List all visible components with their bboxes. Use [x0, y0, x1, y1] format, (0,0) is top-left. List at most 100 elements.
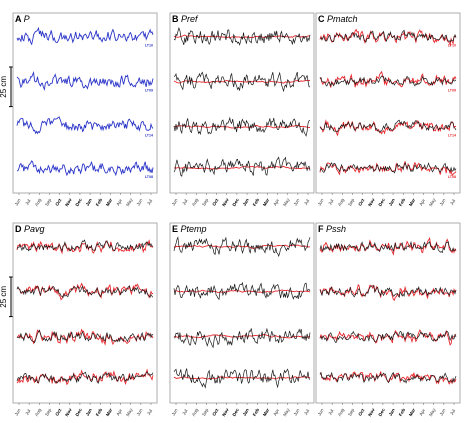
series-line-model	[319, 283, 457, 301]
x-tick-label: Jul	[303, 409, 310, 416]
series-line-reference	[16, 371, 154, 384]
scale-bar-label: 25 cm	[0, 286, 8, 308]
panel-frame	[315, 12, 461, 194]
panel-name: Pssh	[326, 224, 346, 234]
x-tick-label: Sep	[347, 197, 356, 207]
x-tick-label: Sep	[201, 197, 210, 207]
series-line-reference	[16, 239, 154, 253]
series-line-reference	[173, 368, 311, 389]
panel-name: Ptemp	[181, 224, 207, 234]
panel-title: A P	[15, 14, 30, 24]
trace-lt08	[319, 371, 457, 385]
trace-lt09	[173, 71, 311, 93]
x-tick-label: Feb	[252, 197, 260, 207]
series-line-observed	[16, 160, 154, 177]
x-tick-label: Oct	[357, 197, 365, 206]
trace-label: LT10	[145, 43, 153, 47]
x-tick-label: Apr	[272, 408, 280, 417]
trace-label: LT09	[145, 88, 153, 92]
x-tick-label: Feb	[95, 407, 103, 417]
x-tick-label: Aug	[337, 407, 346, 417]
x-tick-label: Apr	[418, 198, 426, 207]
trace-lt14	[173, 327, 311, 349]
x-tick-label: Aug	[191, 407, 200, 417]
trace-lt08: LT08	[319, 161, 457, 179]
x-tick-label: Jan	[242, 197, 250, 206]
panel-letter: B	[172, 14, 181, 24]
panel-frame	[315, 222, 461, 404]
trace-label: LT10	[448, 43, 456, 47]
x-tick-label: Jun	[136, 197, 144, 206]
x-tick-label: Feb	[398, 407, 406, 417]
trace-lt14: LT14	[16, 116, 154, 137]
x-tick-label: Oct	[211, 407, 219, 416]
x-tick-label: Jun	[14, 197, 22, 206]
x-tick-label: Oct	[54, 407, 62, 416]
panel-frame	[169, 12, 315, 194]
x-tick-label: Jun	[317, 407, 325, 416]
x-tick-label: Jul	[327, 199, 334, 206]
x-tick-label: Dec	[231, 197, 240, 207]
panel-name: P	[24, 14, 30, 24]
series-line-reference	[16, 285, 154, 299]
trace-lt10	[173, 27, 311, 46]
x-tick-label: Apr	[115, 198, 123, 207]
series-line-model	[173, 376, 311, 380]
x-tick-label: Jan	[388, 407, 396, 416]
x-tick-label: Jun	[293, 407, 301, 416]
trace-label: LT14	[448, 133, 456, 137]
x-tick-label: Nov	[367, 197, 376, 207]
panel-frame	[169, 222, 315, 404]
x-tick-label: Mar	[262, 197, 270, 207]
x-tick-label: Jun	[171, 407, 179, 416]
trace-lt10: LT10	[16, 26, 154, 47]
x-tick-label: Jun	[136, 407, 144, 416]
x-tick-label: Jun	[439, 407, 447, 416]
series-line-model	[173, 244, 311, 249]
series-line-reference	[319, 161, 457, 174]
trace-lt14	[173, 116, 311, 137]
x-tick-label: Jul	[24, 199, 31, 206]
x-tick-label: Feb	[252, 407, 260, 417]
x-tick-label: Aug	[337, 197, 346, 207]
trace-lt08	[173, 156, 311, 177]
x-tick-label: Oct	[357, 407, 365, 416]
x-tick-label: May	[428, 407, 437, 418]
scale-bar: 25 cm	[0, 276, 13, 318]
trace-label: LT14	[145, 133, 153, 137]
x-tick-label: Jul	[327, 409, 334, 416]
x-tick-label: Dec	[377, 197, 386, 207]
trace-lt10	[16, 239, 154, 255]
x-tick-label: Dec	[74, 407, 83, 417]
panel-letter: A	[15, 14, 24, 24]
x-tick-label: Jul	[181, 199, 188, 206]
panel-letter: E	[172, 224, 181, 234]
x-tick-label: May	[428, 197, 437, 208]
x-tick-label: Aug	[34, 407, 43, 417]
trace-lt08	[173, 368, 311, 389]
trace-lt14	[319, 329, 457, 346]
x-tick-label: Oct	[211, 197, 219, 206]
trace-lt09: LT09	[16, 71, 154, 92]
panel-name: Pref	[181, 14, 199, 24]
panel-title: D Pavg	[15, 224, 45, 234]
x-tick-label: Jan	[388, 197, 396, 206]
x-tick-label: Jun	[293, 197, 301, 206]
series-line-reference	[173, 71, 311, 93]
x-tick-label: May	[282, 407, 291, 418]
series-line-model	[319, 329, 457, 346]
x-tick-label: Apr	[418, 408, 426, 417]
panel-letter: C	[318, 14, 327, 24]
panel-name: Pmatch	[327, 14, 358, 24]
panel-frame	[12, 222, 158, 404]
x-tick-label: Jul	[24, 409, 31, 416]
series-line-reference	[319, 330, 457, 343]
series-line-reference	[173, 156, 311, 177]
series-line-model	[173, 165, 311, 170]
